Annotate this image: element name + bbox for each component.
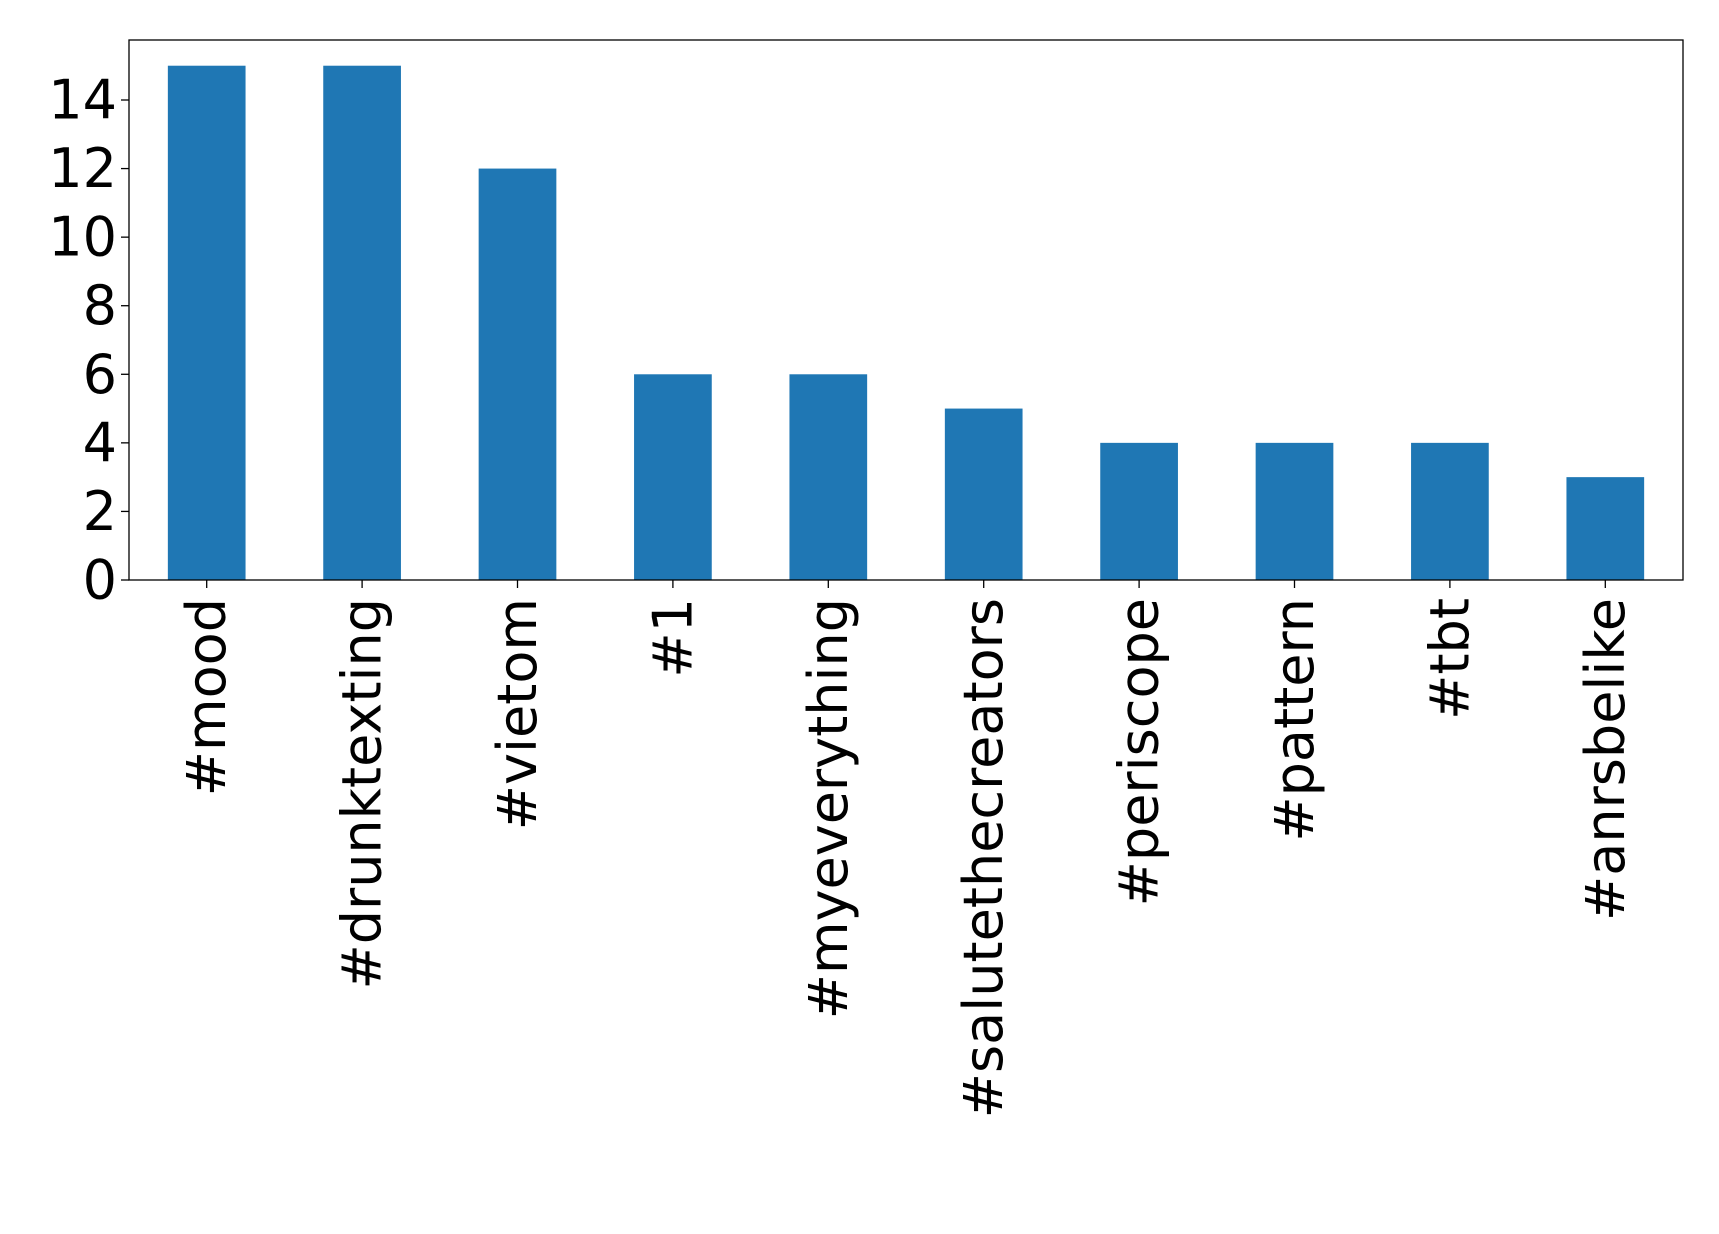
y-tick-label: 0	[83, 549, 117, 612]
bar	[634, 374, 712, 580]
bars-group	[167, 65, 1645, 581]
bar	[1566, 477, 1645, 580]
bar	[167, 65, 246, 580]
x-tick-label: #anrsbelike	[1574, 598, 1637, 921]
y-tick-label: 12	[48, 137, 117, 200]
x-tick-label: #myeverything	[797, 598, 860, 1019]
bar	[1255, 442, 1334, 580]
x-tick-label: #pattern	[1263, 598, 1326, 842]
bar	[1100, 442, 1178, 580]
plot-frame	[128, 39, 1684, 581]
x-tick-label: #mood	[175, 598, 238, 796]
x-tick-label: #salutethecreators	[952, 598, 1015, 1118]
bar	[1411, 442, 1489, 580]
bar	[478, 168, 557, 581]
x-axis: #mood #drunktexting #vietom #1 #myeverything…	[175, 580, 1637, 1118]
y-tick-label: 2	[83, 480, 117, 543]
y-tick-label: 6	[83, 343, 117, 406]
y-tick-label: 14	[48, 69, 117, 132]
x-tick-label: #tbt	[1418, 598, 1481, 720]
x-tick-label: #vietom	[486, 598, 549, 830]
x-tick-label: #drunktexting	[331, 598, 394, 990]
y-tick-label: 8	[83, 274, 117, 337]
bar	[789, 374, 868, 580]
x-tick-label: #1	[641, 598, 704, 678]
x-tick-label: #periscope	[1108, 598, 1171, 906]
y-tick-label: 4	[83, 411, 117, 474]
bar	[323, 65, 401, 580]
y-tick-label: 10	[48, 206, 117, 269]
bar	[944, 408, 1023, 580]
